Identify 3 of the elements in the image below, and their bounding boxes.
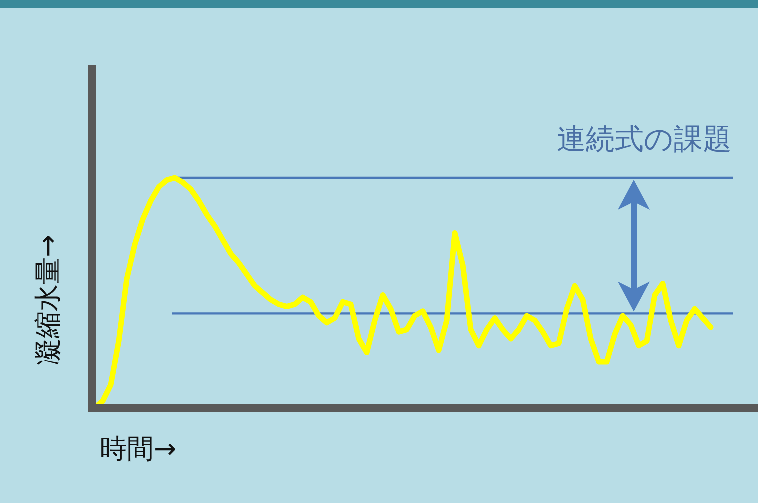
y-axis-title: 凝縮水量→ — [33, 234, 64, 366]
x-axis-title: 時間→ — [100, 434, 177, 465]
text: 連続式の課題 — [557, 122, 732, 156]
